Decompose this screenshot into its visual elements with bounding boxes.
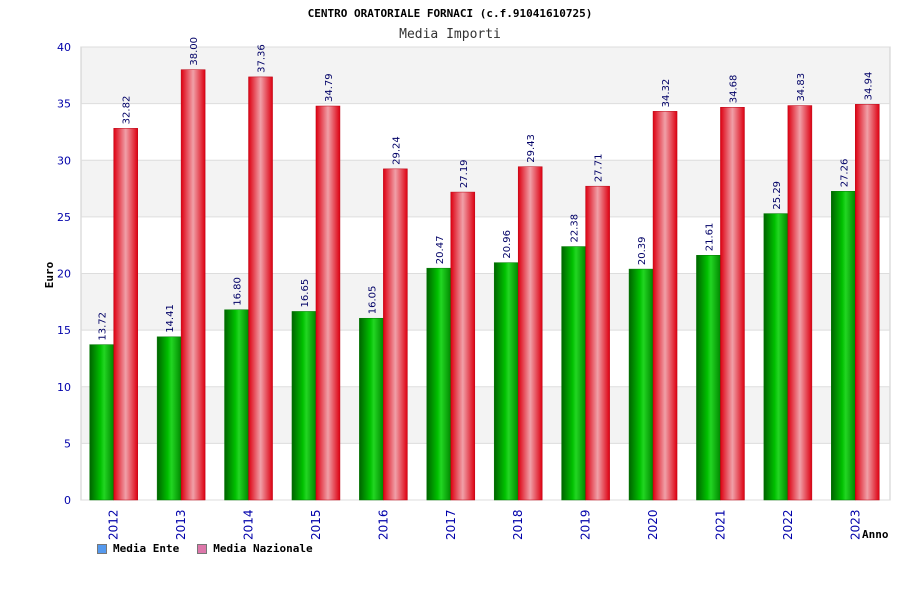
bar-media-ente	[561, 246, 586, 501]
x-tick-label: 2020	[646, 509, 660, 540]
x-tick-label: 2017	[444, 509, 458, 540]
legend-swatch-media-ente	[97, 543, 107, 554]
bar-media-nazionale	[113, 128, 138, 501]
data-label: 27.26	[839, 159, 850, 188]
legend-label-media-nazionale: Media Nazionale	[213, 542, 313, 555]
bar-media-nazionale	[248, 76, 273, 501]
y-tick-label: 40	[57, 41, 71, 54]
data-label: 25.29	[772, 181, 783, 210]
data-label: 27.19	[459, 159, 470, 188]
data-label: 16.80	[233, 277, 244, 306]
data-label: 20.47	[435, 236, 446, 265]
y-tick-label: 20	[57, 268, 71, 281]
bar-media-nazionale	[180, 69, 206, 501]
bar-media-nazionale	[517, 166, 543, 501]
bar-media-nazionale	[450, 191, 476, 501]
data-label: 34.94	[863, 72, 874, 101]
plot-band	[81, 103, 890, 161]
bar-media-ente	[291, 311, 317, 501]
data-label: 38.00	[189, 37, 200, 66]
plot-band	[81, 386, 890, 444]
x-tick-label: 2016	[376, 509, 390, 540]
y-tick-label: 30	[57, 154, 71, 167]
x-tick-label: 2019	[579, 509, 593, 540]
plot-band	[81, 216, 890, 274]
y-axis-label: Euro	[43, 261, 56, 288]
data-label: 34.32	[661, 79, 672, 108]
x-tick-label: 2018	[511, 509, 525, 540]
legend: Media Ente Media Nazionale	[97, 542, 313, 555]
bar-media-nazionale	[383, 168, 408, 501]
y-tick-label: 10	[57, 381, 71, 394]
bar-media-nazionale	[652, 111, 678, 501]
x-tick-label: 2012	[107, 509, 121, 540]
bar-media-ente	[156, 336, 182, 501]
data-label: 16.05	[367, 286, 378, 315]
bar-media-ente	[426, 267, 452, 501]
data-label: 29.43	[526, 134, 537, 163]
y-tick-label: 15	[57, 324, 71, 337]
x-tick-label: 2013	[174, 509, 188, 540]
bar-media-nazionale	[787, 105, 813, 501]
x-tick-label: 2021	[713, 509, 727, 540]
bar-media-ente	[359, 317, 384, 501]
data-label: 27.71	[594, 154, 605, 183]
data-label: 34.79	[324, 73, 335, 102]
plot-band	[81, 443, 890, 500]
plot-band	[81, 47, 890, 104]
legend-label-media-ente: Media Ente	[113, 542, 180, 555]
data-label: 21.61	[704, 223, 715, 252]
y-tick-label: 0	[64, 494, 71, 507]
x-tick-label: 2022	[781, 509, 795, 540]
data-label: 13.72	[98, 312, 109, 341]
plot-background	[80, 46, 891, 501]
legend-swatch-media-nazionale	[197, 543, 208, 554]
bar-media-ente	[831, 191, 856, 501]
data-label: 32.82	[122, 96, 133, 125]
plot-band	[81, 160, 890, 217]
x-axis-ticks: 2012 2013 2014 2015 2016 2017 2018 2019 2020 2021…	[107, 509, 863, 540]
x-axis-label: Anno	[862, 528, 889, 541]
x-tick-label: 2014	[242, 509, 256, 540]
bar-media-ente	[89, 344, 114, 501]
plot-band	[81, 273, 890, 331]
data-label: 29.24	[391, 136, 402, 165]
x-tick-label: 2015	[309, 509, 323, 540]
y-tick-label: 35	[57, 98, 71, 111]
data-label: 16.65	[300, 279, 311, 308]
grid-lines	[81, 46, 890, 501]
data-label: 20.39	[637, 236, 648, 265]
bar-media-nazionale	[720, 106, 745, 501]
bar-media-nazionale	[855, 104, 880, 501]
data-label: 34.68	[728, 75, 739, 104]
data-label: 37.36	[257, 44, 268, 73]
chart-title: CENTRO ORATORIALE FORNACI (c.f.910416107…	[308, 7, 593, 20]
data-label: 34.83	[796, 73, 807, 102]
chart-subtitle: Media Importi	[399, 27, 501, 42]
bars: 13.72 32.82 14.41 38.00 16.80 37.36 16.65 34.79…	[89, 37, 880, 501]
bar-media-ente	[493, 262, 519, 501]
bar-media-ente	[628, 268, 654, 501]
x-tick-label: 2023	[848, 509, 862, 540]
legend-item-media-nazionale: Media Nazionale	[197, 542, 313, 555]
plot-band	[81, 330, 890, 387]
data-label: 14.41	[165, 304, 176, 333]
bar-media-ente	[696, 255, 721, 501]
data-label: 22.38	[570, 214, 581, 243]
y-tick-label: 5	[64, 437, 71, 450]
bar-media-nazionale	[315, 105, 341, 501]
legend-item-media-ente: Media Ente	[97, 542, 179, 555]
data-label: 20.96	[502, 230, 513, 259]
y-axis-ticks: 0 5 10 15 20 25 30 35 40	[57, 41, 71, 507]
bar-media-ente	[224, 309, 249, 501]
bar-media-nazionale	[585, 185, 610, 501]
bar-media-ente	[763, 213, 789, 501]
y-tick-label: 25	[57, 211, 71, 224]
